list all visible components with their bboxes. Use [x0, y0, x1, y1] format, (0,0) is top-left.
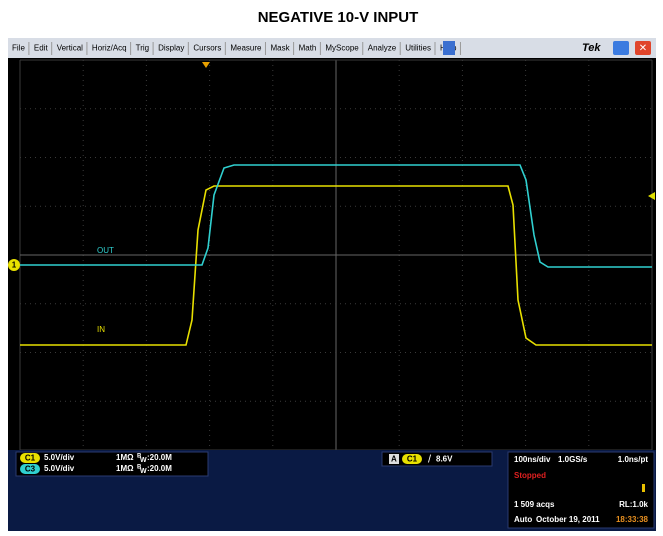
in-label: IN: [97, 325, 105, 334]
channel-panel: [15, 451, 209, 477]
run-state: Stopped: [514, 471, 546, 480]
menu-item[interactable]: MyScope: [325, 44, 359, 53]
channel-coupling: 1MΩ: [116, 464, 134, 473]
channel-scale: 5.0V/div: [44, 464, 75, 473]
channel-badge: [20, 453, 40, 463]
trigger: A C1 / 8.6V: [389, 453, 453, 465]
trigger-mode-box: [389, 454, 399, 464]
menu-item[interactable]: Horiz/Acq: [92, 44, 127, 53]
state-icon: [642, 484, 645, 492]
bandwidth: :20.0M: [147, 453, 172, 462]
trigger-level-marker: [648, 192, 655, 200]
menu-item[interactable]: Math: [299, 44, 317, 53]
timebase: 100ns/div: [514, 455, 551, 464]
date: October 19, 2011: [536, 515, 600, 524]
graticule: [19, 59, 653, 451]
trigger-slope: /: [428, 453, 432, 465]
scope-screen: [8, 58, 656, 450]
trigger-position-marker: [202, 62, 210, 68]
trigger-level: 8.6V: [436, 455, 453, 464]
close-button[interactable]: [635, 41, 651, 55]
bandwidth-sub: W: [140, 457, 147, 464]
menu-item[interactable]: Cursors: [193, 44, 221, 53]
menu-item[interactable]: Display: [158, 44, 184, 53]
bandwidth-sub: W: [140, 468, 147, 475]
menu-item[interactable]: Measure: [230, 44, 262, 53]
menu-dropdown[interactable]: [443, 41, 455, 55]
acq-mode: Auto: [514, 515, 532, 524]
menu-item[interactable]: Trig: [136, 44, 149, 53]
channel-badge: [20, 464, 40, 474]
menu-item[interactable]: Analyze: [368, 44, 397, 53]
menu-item[interactable]: Utilities: [405, 44, 431, 53]
time: 18:33:38: [616, 515, 649, 524]
record-length: RL:1.0k: [619, 500, 648, 509]
channel-coupling: 1MΩ: [116, 453, 134, 462]
bandwidth: :20.0M: [147, 464, 172, 473]
bandwidth-symbol: B: [137, 465, 142, 471]
title: NEGATIVE 10-V INPUT: [258, 9, 419, 26]
channel-scale: 5.0V/div: [44, 453, 75, 462]
acquisitions: 1 509 acqs: [514, 500, 555, 509]
channel-name: C3: [25, 465, 36, 474]
sample-rate: 1.0GS/s: [558, 455, 588, 464]
brand: Tek: [582, 42, 601, 54]
channel-marker: [8, 259, 20, 271]
menu-item[interactable]: Mask: [270, 44, 290, 53]
menu-item[interactable]: File: [12, 44, 25, 53]
menu-bar: [8, 38, 656, 58]
menu: File Edit Vertical Horiz/Acq Trig Display Curs…: [12, 42, 461, 55]
trigger-mode: A: [391, 455, 397, 464]
acquisition: 100ns/div 1.0GS/s 1.0ns/pt Stopped 1 509…: [514, 455, 649, 524]
acquisition-panel: [507, 451, 655, 529]
menu-item[interactable]: Vertical: [57, 44, 83, 53]
in-trace: [20, 185, 652, 346]
trigger-source-badge: [402, 454, 422, 464]
menu-item[interactable]: Edit: [34, 44, 49, 53]
out-label: OUT: [97, 246, 114, 255]
trigger-source: C1: [407, 455, 418, 464]
out-trace: [20, 164, 652, 268]
resolution: 1.0ns/pt: [618, 455, 649, 464]
bandwidth-symbol: B: [137, 454, 142, 460]
minimize-button[interactable]: [613, 41, 629, 55]
close-icon: ✕: [639, 43, 647, 54]
channel-name: C1: [25, 454, 36, 463]
channel-marker-label: 1: [12, 261, 17, 270]
